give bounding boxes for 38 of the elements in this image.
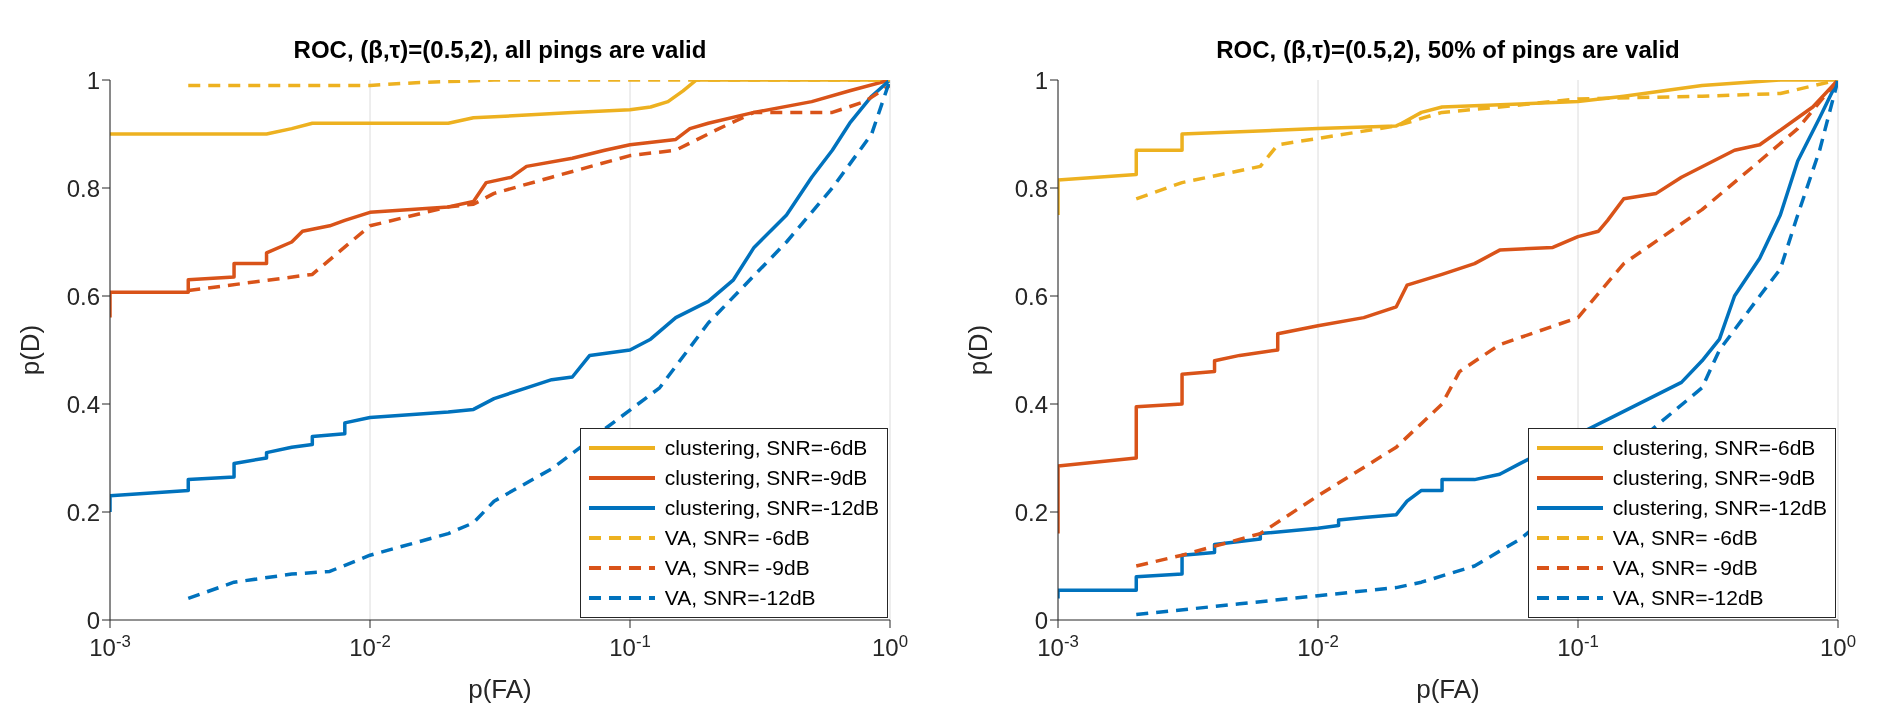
chart-title: ROC, (β,τ)=(0.5,2), 50% of pings are valid xyxy=(1216,36,1680,63)
y-tick-label: 0.8 xyxy=(66,174,100,202)
legend-label: VA, SNR= -6dB xyxy=(1612,526,1758,550)
legend-label: clustering, SNR=-6dB xyxy=(664,436,868,460)
x-axis-title: p(FA) xyxy=(1416,674,1480,704)
x-axis-title: p(FA) xyxy=(468,674,532,704)
legend-label: clustering, SNR=-9dB xyxy=(664,466,868,490)
y-tick-label: 0 xyxy=(86,606,100,634)
legend-label: clustering, SNR=-9dB xyxy=(1612,466,1816,490)
y-tick-label: 0.2 xyxy=(66,498,100,526)
y-tick-label: 1 xyxy=(86,66,100,94)
y-tick-label: 0.6 xyxy=(1014,282,1048,310)
y-tick-label: 0 xyxy=(1034,606,1048,634)
legend-label: VA, SNR= -9dB xyxy=(1612,556,1758,580)
x-tick-label: 10$^{-3}$ xyxy=(1037,631,1079,661)
x-tick-label: 10$^{-1}$ xyxy=(1557,631,1599,661)
x-tick-label: 10$^{-3}$ xyxy=(89,631,131,661)
y-tick-label: 0.4 xyxy=(1014,390,1048,418)
x-tick-label: 10$^{-2}$ xyxy=(1297,631,1339,661)
y-tick-label: 0.8 xyxy=(1014,174,1048,202)
legend-label: clustering, SNR=-12dB xyxy=(1612,496,1827,520)
legend-label: VA, SNR=-12dB xyxy=(664,586,816,610)
y-tick-label: 0.4 xyxy=(66,390,100,418)
legend-label: clustering, SNR=-12dB xyxy=(664,496,879,520)
x-tick-label: 10$^{-2}$ xyxy=(349,631,391,661)
y-axis-title: p(D) xyxy=(963,324,994,376)
legend-label: clustering, SNR=-6dB xyxy=(1612,436,1816,460)
y-tick-label: 1 xyxy=(1034,66,1048,94)
chart-title: ROC, (β,τ)=(0.5,2), all pings are valid xyxy=(293,36,707,63)
legend-label: VA, SNR= -6dB xyxy=(664,526,810,550)
y-tick-label: 0.2 xyxy=(1014,498,1048,526)
x-tick-label: 10$^{0}$ xyxy=(871,631,909,661)
y-tick-label: 0.6 xyxy=(66,282,100,310)
y-axis-title: p(D) xyxy=(15,324,46,376)
x-tick-label: 10$^{0}$ xyxy=(1819,631,1857,661)
legend-label: VA, SNR=-12dB xyxy=(1612,586,1764,610)
legend-label: VA, SNR= -9dB xyxy=(664,556,810,580)
x-tick-label: 10$^{-1}$ xyxy=(609,631,651,661)
